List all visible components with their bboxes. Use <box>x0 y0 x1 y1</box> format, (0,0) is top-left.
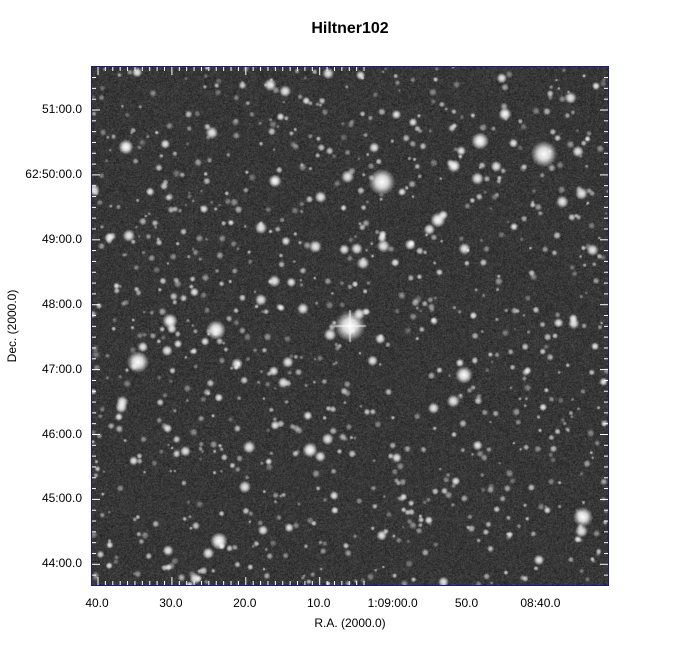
x-tick-label: 1:09:00.0 <box>367 596 418 610</box>
x-tick-label: 50.0 <box>454 596 479 610</box>
y-tick-label: 47:00.0 <box>41 361 82 376</box>
x-tick-label: 20.0 <box>233 596 257 610</box>
star-field-image <box>91 66 609 586</box>
x-axis-label: R.A. (2000.0) <box>314 616 386 630</box>
chart-title: Hiltner102 <box>311 20 389 37</box>
y-tick-label: 44:00.0 <box>41 556 82 571</box>
y-tick-label: 51:00.0 <box>41 102 82 116</box>
tick-marks <box>92 67 608 585</box>
y-tick-label: 45:00.0 <box>41 491 82 506</box>
y-tick-label: 46:00.0 <box>41 426 82 441</box>
x-tick-label: 08:40.0 <box>520 596 561 610</box>
x-tick-label: 30.0 <box>159 596 183 610</box>
y-tick-label: 49:00.0 <box>41 231 82 246</box>
y-tick-label: 62:50:00.0 <box>25 166 82 181</box>
sky-image <box>92 67 608 585</box>
y-tick-label: 48:00.0 <box>41 296 82 311</box>
x-tick-label: 10.0 <box>307 596 331 610</box>
y-axis-label: Dec. (2000.0) <box>5 289 19 363</box>
x-tick-label: 40.0 <box>85 596 109 610</box>
